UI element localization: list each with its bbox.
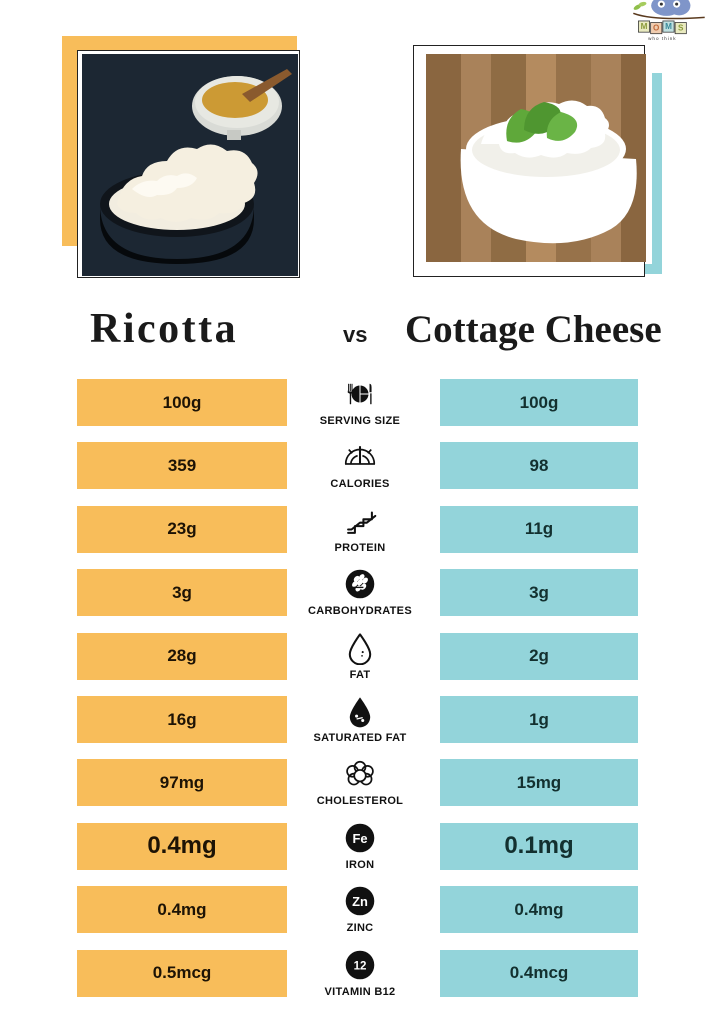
svg-text:Zn: Zn <box>352 894 368 909</box>
svg-text:12: 12 <box>354 960 367 972</box>
svg-text:Fe: Fe <box>352 831 367 846</box>
